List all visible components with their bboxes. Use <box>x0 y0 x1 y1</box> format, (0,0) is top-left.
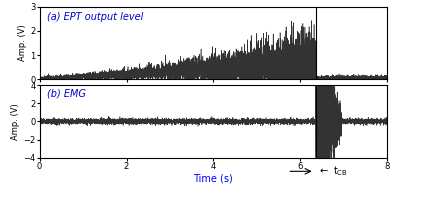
Y-axis label: Amp. (V): Amp. (V) <box>11 103 20 140</box>
X-axis label: Time (s): Time (s) <box>194 174 233 184</box>
Text: (b) EMG: (b) EMG <box>47 89 85 99</box>
Text: (a) EPT output level: (a) EPT output level <box>47 12 143 22</box>
Text: $\leftarrow$ t$_{\rm CB}$: $\leftarrow$ t$_{\rm CB}$ <box>318 164 348 178</box>
Y-axis label: Amp. (V): Amp. (V) <box>18 25 27 61</box>
